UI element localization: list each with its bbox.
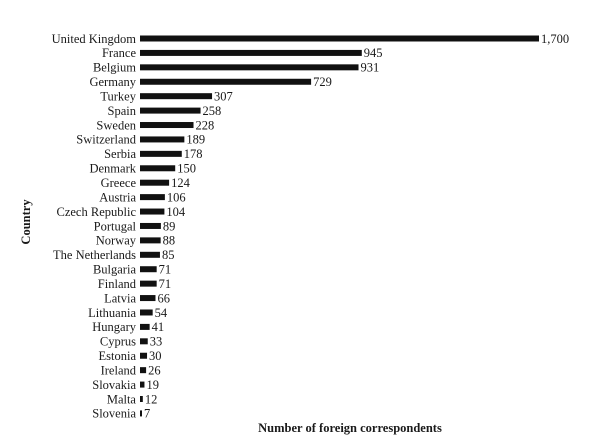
bar (140, 266, 157, 273)
category-label: France (102, 46, 136, 60)
value-label: 228 (196, 118, 215, 132)
value-label: 89 (163, 219, 176, 233)
bar (140, 35, 539, 42)
bar (140, 280, 157, 287)
bar (140, 323, 150, 330)
bar (140, 367, 147, 374)
category-label: Latvia (104, 291, 136, 305)
category-label: Bulgaria (93, 263, 136, 277)
category-label: Portugal (94, 219, 137, 233)
value-label: 12 (145, 392, 158, 406)
bar (140, 136, 185, 143)
category-label: Greece (101, 176, 137, 190)
value-label: 729 (313, 75, 332, 89)
category-label: Denmark (89, 162, 136, 176)
bar (140, 352, 148, 359)
bar (140, 194, 165, 201)
bar (140, 396, 143, 402)
category-label: The Netherlands (53, 248, 136, 262)
value-label: 7 (144, 407, 150, 421)
value-label: 71 (159, 277, 172, 291)
bar (140, 93, 213, 100)
bar (140, 222, 161, 229)
value-label: 26 (148, 363, 161, 377)
bar (140, 208, 165, 215)
value-label: 66 (157, 291, 170, 305)
bar (140, 251, 160, 258)
bars-layer: United Kingdom 1,700 France 945 Belgium 931 Ge… (52, 32, 570, 421)
value-label: 189 (186, 133, 205, 147)
bar (140, 295, 156, 302)
bar (140, 78, 312, 85)
value-label: 931 (361, 61, 380, 75)
bar (140, 122, 194, 129)
value-label: 41 (152, 320, 165, 334)
category-label: Austria (99, 190, 136, 204)
category-label: United Kingdom (52, 32, 137, 46)
value-label: 88 (163, 234, 176, 248)
value-label: 307 (214, 89, 233, 103)
value-label: 19 (146, 378, 159, 392)
category-label: Estonia (99, 349, 137, 363)
value-label: 54 (155, 306, 168, 320)
bar (140, 309, 153, 316)
category-label: Germany (89, 75, 136, 89)
category-label: Malta (107, 392, 137, 406)
category-label: Cyprus (100, 335, 136, 349)
bar (140, 49, 362, 56)
bar (140, 150, 182, 157)
value-label: 30 (149, 349, 162, 363)
y-axis-title: Country (19, 199, 33, 245)
bar (140, 237, 161, 244)
category-label: Serbia (104, 147, 136, 161)
bar (140, 107, 201, 114)
category-label: Lithuania (88, 306, 136, 320)
value-label: 1,700 (541, 32, 569, 46)
bar (140, 410, 142, 417)
value-label: 85 (162, 248, 175, 262)
value-label: 104 (166, 205, 186, 219)
category-label: Slovenia (92, 407, 136, 421)
value-label: 106 (167, 190, 186, 204)
value-label: 71 (159, 263, 172, 277)
bar (140, 165, 176, 172)
value-label: 945 (364, 46, 383, 60)
category-label: Spain (108, 104, 137, 118)
bar (140, 381, 145, 388)
value-label: 33 (150, 335, 163, 349)
category-label: Hungary (92, 320, 136, 334)
category-label: Turkey (100, 89, 136, 103)
value-label: 258 (203, 104, 222, 118)
value-label: 150 (177, 162, 196, 176)
category-label: Ireland (101, 363, 137, 377)
value-label: 178 (184, 147, 203, 161)
category-label: Switzerland (76, 133, 136, 147)
category-label: Norway (96, 234, 137, 248)
bar (140, 338, 148, 345)
category-label: Sweden (96, 118, 136, 132)
category-label: Belgium (93, 61, 136, 75)
category-label: Slovakia (92, 378, 136, 392)
value-label: 124 (171, 176, 191, 190)
bar (140, 64, 359, 71)
bar (140, 179, 170, 186)
category-label: Czech Republic (57, 205, 137, 219)
category-label: Finland (98, 277, 137, 291)
x-axis-title: Number of foreign correspondents (258, 421, 442, 435)
